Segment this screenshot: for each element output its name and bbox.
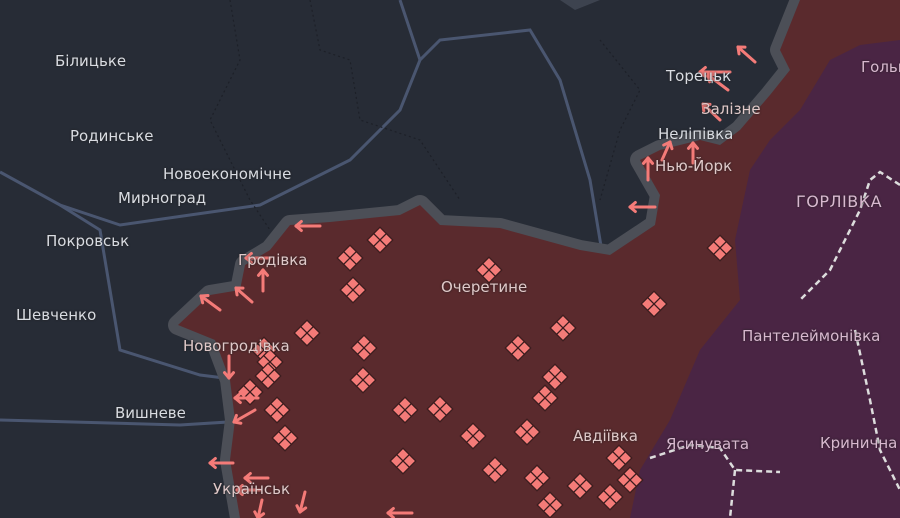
attack-direction-arrow-icon bbox=[232, 408, 257, 425]
place-label-myrnohrad: Мирноград bbox=[118, 189, 207, 207]
fighting-area-icon bbox=[426, 395, 454, 423]
place-label-ocheretyne: Очеретине bbox=[441, 278, 528, 296]
fighting-area-icon bbox=[339, 276, 367, 304]
place-label-rodynske: Родинське bbox=[70, 127, 154, 145]
attack-direction-arrow-icon bbox=[199, 294, 222, 312]
attack-direction-arrow-icon bbox=[686, 141, 700, 165]
fighting-area-icon bbox=[596, 483, 624, 511]
place-label-horlivka: ГОРЛІВКА bbox=[796, 192, 883, 211]
fighting-area-icon bbox=[254, 362, 282, 390]
place-label-novoekonomichne: Новоекономічне bbox=[163, 165, 292, 183]
place-label-holmivskyi: Гольм bbox=[861, 58, 900, 76]
attack-direction-arrow-icon bbox=[294, 219, 322, 233]
attack-direction-arrow-icon bbox=[222, 354, 236, 380]
place-label-novohrodivka: Новогродівка bbox=[183, 337, 290, 355]
place-label-shevchenko: Шевченко bbox=[16, 306, 97, 324]
attack-direction-arrow-icon bbox=[256, 268, 270, 293]
place-label-hrodivka: Гродівка bbox=[238, 251, 308, 269]
place-label-krynychna: Кринична bbox=[820, 434, 898, 452]
borders bbox=[209, 0, 641, 231]
fighting-area-icon bbox=[350, 334, 378, 362]
attack-direction-arrow-icon bbox=[628, 200, 657, 214]
fighting-area-icon bbox=[640, 290, 668, 318]
attack-direction-arrow-icon bbox=[698, 65, 732, 79]
fighting-area-icon bbox=[459, 422, 487, 450]
attack-direction-arrow-icon bbox=[235, 483, 262, 497]
fighting-area-icon bbox=[616, 466, 644, 494]
attack-direction-arrow-icon bbox=[233, 391, 260, 405]
fighting-area-icon bbox=[541, 363, 569, 391]
attack-direction-arrow-icon bbox=[641, 156, 655, 182]
fighting-area-icon bbox=[536, 491, 564, 518]
markers bbox=[199, 45, 757, 518]
fighting-area-icon bbox=[263, 396, 291, 424]
place-label-panteleimonivka: Пантелеймонівка bbox=[742, 327, 881, 345]
fighting-area-icon bbox=[566, 472, 594, 500]
occupied-before-2022-area bbox=[630, 40, 900, 518]
attack-direction-arrow-icon bbox=[701, 102, 722, 122]
place-label-avdiivka: Авдіївка bbox=[573, 427, 638, 445]
attack-direction-arrow-icon bbox=[386, 506, 414, 518]
attack-direction-arrow-icon bbox=[208, 456, 235, 470]
fighting-area-icon bbox=[336, 244, 364, 272]
place-label-nelipivka: Неліпівка bbox=[658, 125, 734, 143]
place-label-yasynuvata: Ясинувата bbox=[666, 435, 750, 453]
place-label-niu-york: Нью-Йорк bbox=[655, 157, 733, 175]
fighting-area-icon bbox=[549, 314, 577, 342]
railways bbox=[649, 170, 900, 518]
attack-direction-arrow-icon bbox=[243, 471, 270, 485]
attack-direction-arrow-icon bbox=[736, 45, 757, 64]
attack-direction-arrow-icon bbox=[660, 140, 674, 162]
fighting-area-icon bbox=[523, 464, 551, 492]
fighting-area-icon bbox=[389, 447, 417, 475]
fighting-area-icon bbox=[513, 418, 541, 446]
fighting-area-icon bbox=[293, 319, 321, 347]
fighting-area-icon bbox=[481, 456, 509, 484]
place-label-vyshneve: Вишневе bbox=[115, 404, 186, 422]
place-label-pokrovsk: Покровськ bbox=[46, 232, 130, 250]
place-label-toretsk: Торецьк bbox=[666, 67, 732, 85]
fighting-area-icon bbox=[706, 234, 734, 262]
fighting-area-icon bbox=[349, 366, 377, 394]
fighting-area-icon bbox=[475, 256, 503, 284]
attack-direction-arrow-icon bbox=[295, 490, 308, 514]
attack-direction-arrow-icon bbox=[244, 251, 272, 265]
fighting-area-icon bbox=[271, 424, 299, 452]
place-label-zalizne: Залізне bbox=[701, 100, 761, 118]
fighting-area-icon bbox=[366, 226, 394, 254]
fighting-area-icon bbox=[504, 334, 532, 362]
attack-direction-arrow-icon bbox=[234, 286, 254, 304]
attack-direction-arrow-icon bbox=[706, 73, 730, 92]
fighting-area-icon bbox=[605, 444, 633, 472]
place-label-bilytske: Білицьке bbox=[55, 52, 127, 70]
fighting-area-icon bbox=[391, 396, 419, 424]
attack-direction-arrow-icon bbox=[253, 498, 266, 518]
fighting-area-icon bbox=[531, 384, 559, 412]
place-label-ukrainsk: Українськ bbox=[213, 480, 291, 498]
